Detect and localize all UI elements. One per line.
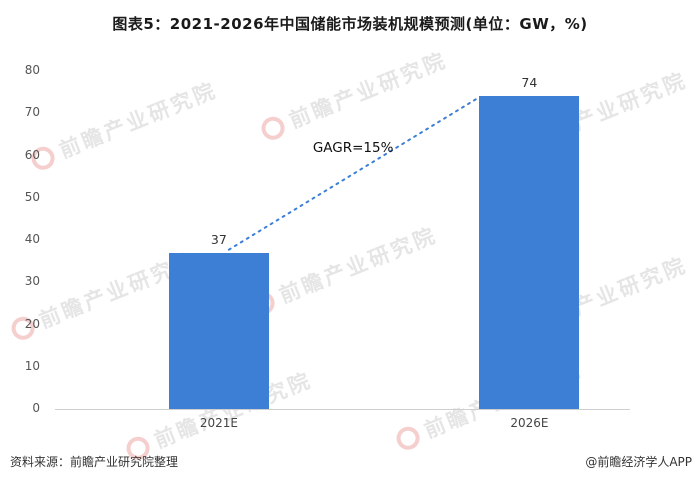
bar	[479, 96, 580, 409]
x-axis-line	[55, 409, 630, 410]
source-note: 资料来源：前瞻产业研究院整理	[10, 455, 179, 469]
bar	[168, 252, 269, 409]
y-axis-tick-label: 20	[24, 316, 40, 331]
cagr-annotation: GAGR=15%	[312, 140, 394, 156]
y-axis-tick-label: 80	[24, 63, 40, 77]
x-axis-category-label: 2026E	[510, 416, 549, 430]
bar-value-label: 74	[521, 75, 538, 91]
chart-footer: 资料来源：前瞻产业研究院整理 @前瞻经济学人APP	[10, 453, 692, 470]
y-axis-tick-label: 40	[24, 232, 40, 246]
bar-value-label: 37	[210, 231, 227, 247]
y-axis-tick-label: 70	[24, 105, 40, 120]
y-axis-tick-label: 50	[24, 189, 40, 204]
y-axis-tick-label: 60	[24, 147, 40, 162]
chart-title: 图表5：2021-2026年中国储能市场装机规模预测(单位：GW，%)	[112, 15, 588, 33]
x-axis-category-label: 2021E	[199, 416, 238, 430]
y-axis-tick-label: 0	[32, 401, 40, 415]
y-axis-tick-label: 30	[24, 274, 40, 289]
y-axis-tick-label: 10	[24, 358, 40, 373]
app-credit: @前瞻经济学人APP	[585, 455, 692, 469]
